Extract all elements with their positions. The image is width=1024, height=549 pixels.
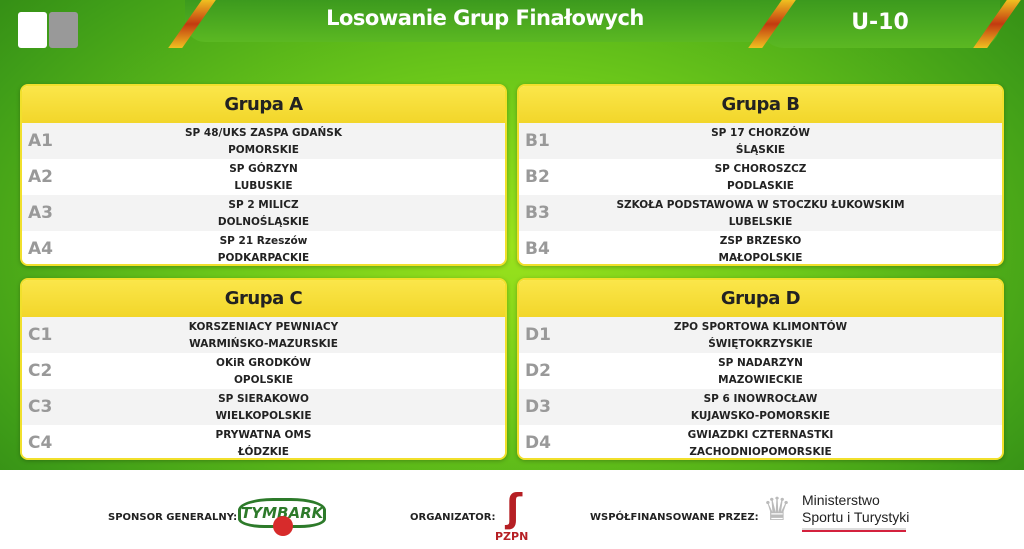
team-position: D1 [525,325,551,345]
team-position: C1 [28,325,53,345]
team-row: D1 ZPO SPORTOWA KLIMONTÓW ŚWIĘTOKRZYSKIE [519,317,1002,353]
team-position: C2 [28,361,53,381]
ministry-line2: Sportu i Turystyki [802,509,910,525]
team-position: B3 [525,203,550,223]
group-card-c: Grupa C C1 KORSZENIACY PEWNIACY WARMIŃSK… [20,278,507,460]
team-region: ZACHODNIOPOMORSKIE [689,446,832,458]
team-position: D2 [525,361,551,381]
team-name: ZPO SPORTOWA KLIMONTÓW [673,321,848,333]
group-title: Grupa C [22,280,505,317]
team-row: D2 SP NADARZYN MAZOWIECKIE [519,353,1002,389]
team-region: WARMIŃSKO-MAZURSKIE [189,338,338,350]
team-region: KUJAWSKO-POMORSKIE [690,410,831,422]
team-region: DOLNOŚLĄSKIE [217,216,310,228]
group-title: Grupa D [519,280,1002,317]
group-card-b: Grupa B B1 SP 17 CHORZÓW ŚLĄSKIE B2 SP C… [517,84,1004,266]
team-row: C2 OKiR GRODKÓW OPOLSKIE [22,353,505,389]
team-name: SP 6 INOWROCŁAW [703,393,818,405]
team-region: OPOLSKIE [233,374,294,386]
team-row: B2 SP CHOROSZCZ PODLASKIE [519,159,1002,195]
team-name: OKiR GRODKÓW [216,357,311,369]
team-row: C1 KORSZENIACY PEWNIACY WARMIŃSKO-MAZURS… [22,317,505,353]
team-position: A4 [28,239,53,259]
tymbark-small-logo [49,12,78,48]
team-position: D4 [525,433,551,453]
puchar-tymbarku-logo [18,12,47,48]
team-name: KORSZENIACY PEWNIACY [188,321,339,333]
team-row: D4 GWIAZDKI CZTERNASTKI ZACHODNIOPOMORSK… [519,425,1002,458]
team-name: SP SIERAKOWO [218,393,309,405]
organizer-label: ORGANIZATOR: [410,512,496,523]
team-name: ZSP BRZESKO [719,235,802,247]
sponsor-footer: SPONSOR GENERALNY: TYMBARK ORGANIZATOR: … [0,470,1024,549]
team-name: SP CHOROSZCZ [714,163,807,175]
team-position: C3 [28,397,53,417]
tymbark-logo-text: TYMBARK [241,504,324,522]
group-title: Grupa A [22,86,505,123]
team-region: LUBELSKIE [728,216,793,228]
team-region: PODKARPACKIE [217,252,310,264]
page-title: Losowanie Grup Finałowych [326,6,644,30]
group-title: Grupa B [519,86,1002,123]
apple-icon [273,516,293,536]
pzpn-eagle-icon: ʃ [506,486,522,530]
team-row: D3 SP 6 INOWROCŁAW KUJAWSKO-POMORSKIE [519,389,1002,425]
team-row: B1 SP 17 CHORZÓW ŚLĄSKIE [519,123,1002,159]
ministry-logo: Ministerstwo Sportu i Turystyki [802,492,909,526]
team-region: MAZOWIECKIE [718,374,803,386]
team-region: ŚWIĘTOKRZYSKIE [708,338,813,350]
team-name: SP 17 CHORZÓW [711,127,810,139]
team-region: ŁÓDZKIE [238,446,289,458]
team-region: MAŁOPOLSKIE [718,252,803,264]
pzpn-logo-text: PZPN [495,530,529,543]
category-bar [760,0,1000,48]
team-row: C4 PRYWATNA OMS ŁÓDZKIE [22,425,505,458]
team-row: A2 SP GÓRZYN LUBUSKIE [22,159,505,195]
team-row: A4 SP 21 Rzeszów PODKARPACKIE [22,231,505,264]
team-region: ŚLĄSKIE [735,144,786,156]
age-category: U-10 [851,10,909,35]
sponsor-label: SPONSOR GENERALNY: [108,512,238,523]
team-row: A3 SP 2 MILICZ DOLNOŚLĄSKIE [22,195,505,231]
team-row: C3 SP SIERAKOWO WIELKOPOLSKIE [22,389,505,425]
team-region: LUBUSKIE [234,180,293,192]
cofinanced-label: WSPÓŁFINANSOWANE PRZEZ: [590,512,759,523]
team-name: SZKOŁA PODSTAWOWA W STOCZKU ŁUKOWSKIM [616,199,905,211]
team-name: SP 21 Rzeszów [219,235,308,247]
team-name: SP GÓRZYN [229,163,298,175]
team-name: SP NADARZYN [718,357,803,369]
team-name: SP 2 MILICZ [228,199,299,211]
team-region: WIELKOPOLSKIE [215,410,312,422]
team-region: POMORSKIE [228,144,299,156]
team-name: SP 48/UKS ZASPA GDAŃSK [184,127,342,139]
group-card-d: Grupa D D1 ZPO SPORTOWA KLIMONTÓW ŚWIĘTO… [517,278,1004,460]
team-position: B4 [525,239,550,259]
title-bar [185,0,785,42]
team-position: B1 [525,131,550,151]
team-position: C4 [28,433,53,453]
team-position: A3 [28,203,53,223]
team-position: D3 [525,397,551,417]
team-position: A1 [28,131,53,151]
ministry-line1: Ministerstwo [802,492,880,508]
group-card-a: Grupa A A1 SP 48/UKS ZASPA GDAŃSK POMORS… [20,84,507,266]
team-name: GWIAZDKI CZTERNASTKI [687,429,834,441]
flag-stripe [802,528,906,532]
team-row: B3 SZKOŁA PODSTAWOWA W STOCZKU ŁUKOWSKIM… [519,195,1002,231]
team-position: B2 [525,167,550,187]
team-name: PRYWATNA OMS [215,429,312,441]
team-row: B4 ZSP BRZESKO MAŁOPOLSKIE [519,231,1002,264]
team-region: PODLASKIE [727,180,794,192]
team-position: A2 [28,167,53,187]
white-eagle-icon: ♛ [762,490,792,528]
team-row: A1 SP 48/UKS ZASPA GDAŃSK POMORSKIE [22,123,505,159]
